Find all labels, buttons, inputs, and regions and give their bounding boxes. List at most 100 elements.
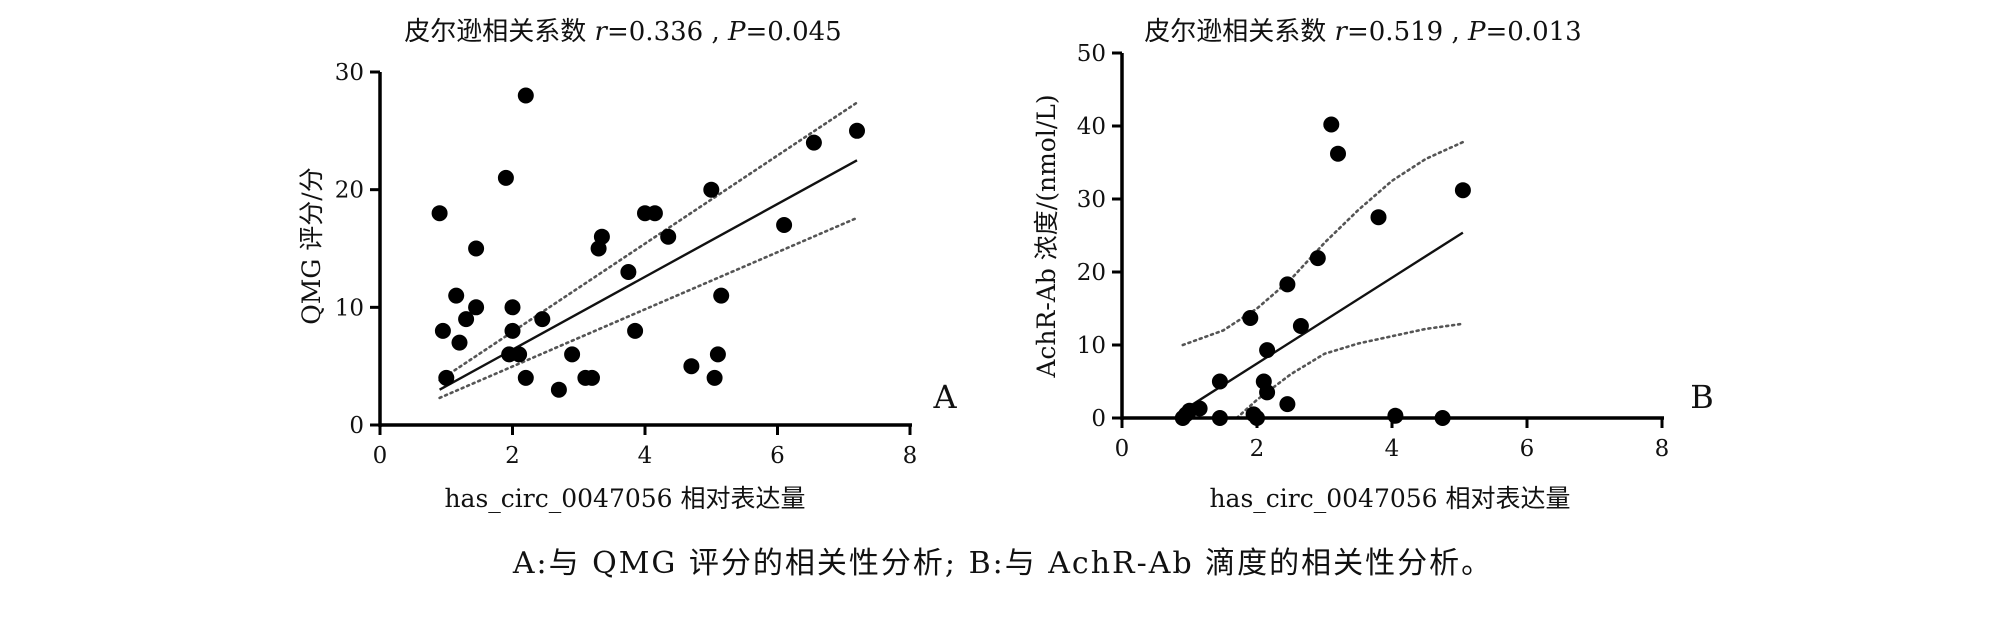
chart-a-x-tick-label: 2 (505, 443, 520, 469)
chart-b-data-point (1323, 116, 1340, 133)
chart-a-data-point (706, 369, 723, 386)
chart-a-y-tick-label: 0 (349, 413, 364, 439)
chart-a-data-point (620, 264, 637, 280)
chart-b-confidence-bands (1181, 140, 1465, 420)
chart-b-y-tick-label: 40 (1077, 114, 1106, 140)
chart-a-data-point (468, 240, 485, 257)
chart-b-points (1174, 116, 1471, 426)
chart-a-ci-lower-line (438, 216, 859, 400)
chart-a-data-point (448, 287, 465, 304)
chart-b-panel-label: B (1690, 378, 1714, 416)
chart-a-y-tick-label: 10 (335, 295, 364, 321)
chart-b-regression-line (1182, 231, 1464, 412)
chart-a-y-tick-label: 30 (335, 60, 364, 86)
chart-a-data-point (517, 87, 534, 104)
chart-a-data-point (627, 322, 644, 339)
chart-a-x-tick-label: 8 (903, 443, 918, 469)
chart-a-points (431, 87, 865, 398)
chart-b-y-tick-label: 0 (1091, 406, 1106, 432)
chart-a-data-point (504, 299, 521, 316)
chart-a-y-tick-label: 20 (335, 178, 364, 204)
chart-panel-a: 皮尔逊相关系数 r=0.336 , P=0.045 0 2 4 6 8 0 10 20 30 h… (297, 17, 957, 513)
chart-a-data-point (468, 299, 485, 316)
chart-a-panel-label: A (932, 378, 957, 416)
chart-a-data-point (431, 205, 448, 222)
chart-b-y-tick-label: 30 (1077, 187, 1106, 213)
chart-b-x-tick-label: 6 (1520, 436, 1535, 462)
chart-a-data-point (534, 311, 551, 328)
chart-a-title-p-value: =0.045 (746, 17, 842, 47)
chart-b-ticks: 0 2 4 6 8 0 10 20 30 40 50 (1077, 41, 1670, 462)
chart-a-data-point (434, 322, 451, 339)
chart-b-axes (1120, 53, 1664, 420)
chart-a-x-tick-label: 6 (770, 443, 785, 469)
chart-a-title-p-symbol: P (727, 17, 746, 47)
chart-b-title-text: 皮尔逊相关系数 (1144, 17, 1334, 47)
chart-a-data-point (458, 311, 475, 328)
chart-a-data-point (438, 369, 455, 386)
chart-a-data-point (511, 346, 528, 363)
chart-b-data-point (1242, 310, 1259, 326)
chart-b-title-p-value: =0.013 (1486, 17, 1582, 47)
chart-a-x-tick-label: 0 (373, 443, 388, 469)
chart-a-data-point (660, 228, 677, 245)
chart-a-data-point (713, 287, 730, 304)
figure-caption: A:与 QMG 评分的相关性分析; B:与 AchR-Ab 滴度的相关性分析。 (512, 546, 1493, 581)
chart-a-ci-upper-line (438, 101, 859, 382)
chart-b-title-r-symbol: r (1335, 17, 1349, 47)
chart-b-x-tick-label: 2 (1250, 436, 1265, 462)
chart-b-x-axis-label: has_circ_0047056 相对表达量 (1209, 484, 1570, 513)
chart-a-title-r-value: =0.336 , (607, 17, 728, 47)
chart-a-data-point (646, 205, 663, 222)
chart-a-data-point (709, 346, 726, 363)
chart-a-title: 皮尔逊相关系数 r=0.336 , P=0.045 (404, 17, 841, 47)
chart-a-title-r-symbol: r (595, 17, 609, 47)
chart-a-data-point (497, 169, 514, 186)
chart-b-data-point (1292, 318, 1309, 334)
chart-a-x-tick-label: 4 (638, 443, 653, 469)
chart-a-data-point (564, 346, 581, 363)
chart-a-x-axis-label: has_circ_0047056 相对表达量 (444, 484, 805, 513)
chart-b-data-point (1259, 342, 1276, 359)
chart-a-data-point (683, 358, 700, 375)
chart-a-data-point (849, 122, 865, 139)
chart-b-x-tick-label: 8 (1655, 436, 1670, 462)
chart-b-data-point (1211, 373, 1228, 390)
chart-b-title-p-symbol: P (1467, 17, 1486, 47)
chart-panel-b: 皮尔逊相关系数 r=0.519 , P=0.013 0 2 4 6 8 0 10 20 30 40… (1032, 17, 1714, 513)
chart-b-y-tick-label: 20 (1077, 260, 1106, 286)
chart-a-data-point (584, 369, 600, 386)
chart-a-data-point (593, 228, 610, 245)
chart-b-y-tick-label: 10 (1077, 333, 1106, 359)
chart-a-data-point (517, 369, 534, 386)
chart-b-title: 皮尔逊相关系数 r=0.519 , P=0.013 (1144, 17, 1581, 47)
chart-a-ticks: 0 2 4 6 8 0 10 20 30 (335, 60, 918, 469)
chart-a-axes (378, 72, 912, 427)
chart-a-data-point (805, 134, 822, 151)
chart-b-ci-upper-line (1181, 140, 1465, 347)
chart-a-data-point (776, 217, 793, 233)
chart-b-data-point (1387, 407, 1404, 424)
chart-a-title-text: 皮尔逊相关系数 (404, 17, 594, 47)
chart-b-regression (1182, 231, 1464, 412)
chart-a-data-point (550, 381, 567, 398)
chart-b-data-point (1454, 182, 1471, 199)
chart-a-data-point (703, 181, 720, 198)
chart-b-y-axis-label: AchR-Ab 浓度/(nmol/L) (1032, 94, 1061, 378)
chart-b-ci-lower-line (1235, 322, 1465, 420)
chart-b-x-tick-label: 4 (1385, 436, 1400, 462)
chart-a-data-point (504, 322, 521, 339)
chart-b-data-point (1191, 400, 1208, 417)
chart-b-x-tick-label: 0 (1115, 436, 1130, 462)
chart-b-data-point (1370, 209, 1387, 226)
chart-a-data-point (451, 334, 468, 351)
chart-b-data-point (1279, 276, 1296, 293)
chart-b-data-point (1330, 145, 1346, 162)
chart-b-y-tick-label: 50 (1077, 41, 1106, 67)
chart-b-data-point (1279, 396, 1296, 413)
chart-b-data-point (1259, 384, 1276, 401)
chart-b-title-r-value: =0.519 , (1347, 17, 1468, 47)
chart-a-y-axis-label: QMG 评分/分 (297, 167, 326, 324)
chart-b-data-point (1309, 250, 1326, 267)
